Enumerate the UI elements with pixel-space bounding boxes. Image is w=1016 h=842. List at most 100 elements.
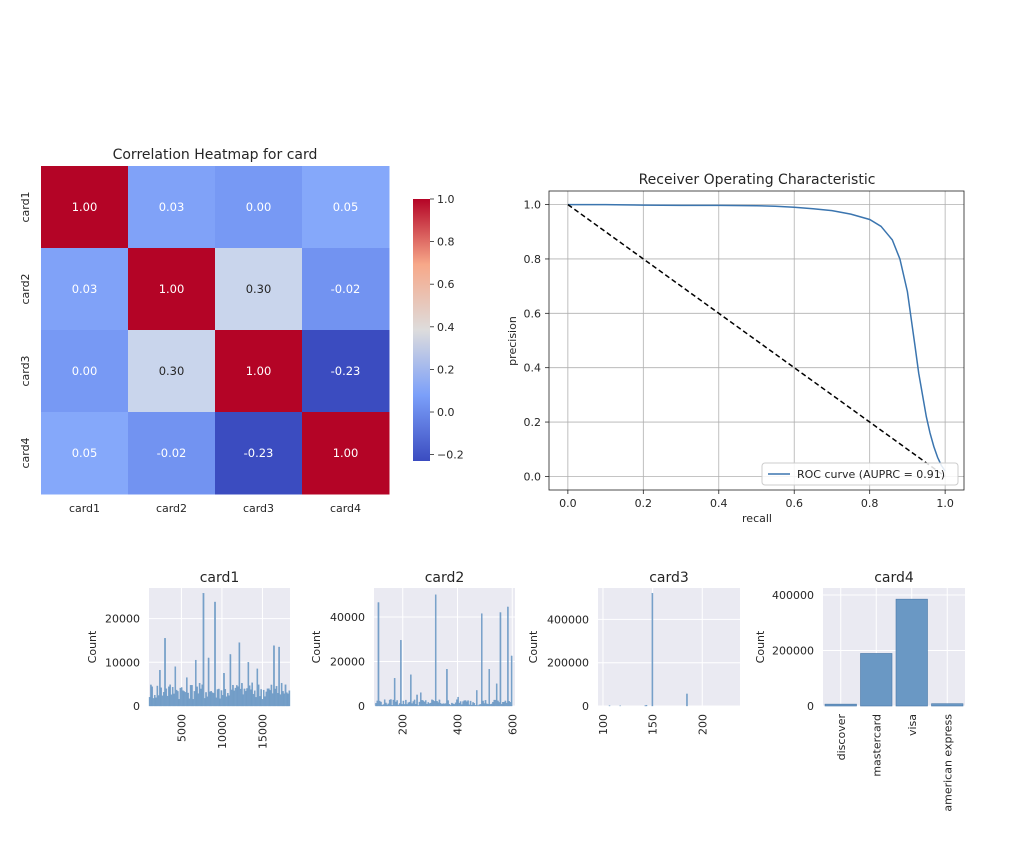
heatmap-cell-label-r1-c2: 0.30: [246, 282, 272, 296]
hist1-bar-62: [228, 695, 230, 707]
hist2-bar-8: [385, 702, 387, 707]
heatmap-cell-r1-c0: [41, 248, 129, 331]
roc-grid: [549, 191, 964, 490]
roc-ytick-label-4: 0.8: [524, 253, 542, 266]
hist3-ytick-label-2: 400000: [547, 613, 589, 626]
hist2-bar-33: [416, 694, 418, 707]
colorbar-bar: [413, 199, 430, 461]
hist2-bar-43: [428, 703, 431, 707]
hist1-bar-25: [180, 687, 183, 707]
hist2-xtick-label-1: 400: [452, 714, 465, 735]
hist4-ytick-label-1: 200000: [772, 644, 814, 657]
hist1-ytick-label-0: 0: [133, 700, 140, 713]
heatmap-cell-r0-c1: [128, 166, 216, 249]
hist4-plot-background: [823, 588, 965, 706]
hist1-bar-64: [230, 689, 233, 707]
heatmap-cells: 1.00 0.03 0.00 0.05 0.03 1.00 0.30 -0.02 0.00 0.3…: [41, 166, 390, 495]
hist1-bar-94: [269, 690, 271, 707]
hist2-bar-15: [393, 678, 396, 707]
hist3-bar-36: [645, 704, 648, 707]
heatmap-cell-r3-c1: [128, 412, 216, 495]
bar-chart-card4: 0 200000 400000 discover mastercard visa ameri…: [754, 570, 965, 812]
hist1-bar-46: [207, 657, 210, 707]
hist2-bar-38: [422, 700, 425, 707]
hist2-bar-56: [444, 703, 447, 707]
hist1-bar-17: [170, 694, 173, 707]
hist2-bar-10: [387, 703, 390, 707]
colorbar-tick-label-3: 0.4: [437, 321, 455, 334]
hist1-bar-19: [173, 693, 175, 707]
hist2-bar-37: [421, 700, 423, 707]
heatmap-cell-r1-c2: [215, 248, 303, 331]
hist2-bar-40: [424, 700, 427, 707]
heatmap-row-labels: card1 card2 card3 card4: [19, 191, 32, 468]
hist2-bar-108: [509, 702, 512, 707]
roc-ticks: 0.0 0.2 0.4 0.6 0.8 1.0 0.0 0.2 0.4 0.6 0.8 1.0: [524, 199, 954, 510]
hist2-bar-30: [412, 701, 415, 707]
hist2-bar-95: [493, 699, 495, 707]
heatmap-column-label-3: card4: [330, 502, 361, 515]
hist1-bar-0: [148, 697, 151, 707]
hist2-bar-80: [474, 705, 477, 707]
legend-frame: [761, 462, 959, 486]
hist2-bar-67: [458, 702, 461, 707]
hist1-bar-104: [282, 691, 284, 707]
heatmap-cell-r3-c0: [41, 412, 129, 495]
hist2-bar-34: [417, 705, 420, 707]
hist2-bar-55: [443, 703, 446, 707]
hist1-bar-42: [202, 593, 205, 707]
hist1-bar-98: [274, 688, 277, 707]
hist2-bar-42: [427, 702, 430, 707]
hist1-bar-33: [191, 685, 193, 707]
hist1-bar-39: [198, 683, 201, 707]
roc-xtick-label-0: 0.0: [559, 497, 577, 510]
hist1-bar-77: [247, 662, 250, 707]
hist1-bar-76: [246, 688, 248, 707]
hist2-bar-20: [400, 640, 402, 707]
hist1-bar-84: [256, 668, 259, 707]
hist2-bar-62: [452, 703, 454, 707]
roc-xtick-label-2: 0.4: [710, 497, 728, 510]
hist2-bar-59: [448, 704, 451, 707]
hist2-bar-41: [426, 703, 428, 707]
hist1-bar-3: [152, 698, 155, 707]
hist1-bars: [148, 593, 291, 707]
hist2-bar-54: [442, 703, 444, 707]
hist2-bar-35: [418, 701, 421, 707]
hist1-bar-52: [215, 697, 218, 707]
roc-lines: [567, 203, 946, 478]
hist2-bar-84: [479, 704, 482, 707]
hist1-bar-70: [238, 642, 241, 707]
hist1-bar-6: [156, 685, 159, 707]
bar4-bar-2: [895, 598, 928, 707]
hist1-bar-14: [166, 695, 169, 707]
hist1-bar-22: [177, 691, 179, 707]
hist1-bar-85: [257, 684, 260, 707]
roc-xlabel: recall: [742, 512, 772, 525]
heatmap-cell-r2-c1: [128, 330, 216, 413]
hist1-bar-18: [171, 687, 174, 707]
hist2-xtick-label-0: 200: [397, 714, 410, 735]
hist1-bar-54: [218, 688, 220, 707]
hist2-bar-75: [468, 704, 471, 707]
colorbar-tick-label-4: 0.2: [437, 363, 455, 376]
hist3-xtick-label-2: 200: [696, 714, 709, 735]
hist1-bar-67: [234, 687, 237, 707]
heatmap-cell-r2-c3: [302, 330, 390, 413]
hist1-bar-10: [161, 695, 164, 707]
hist2-bar-52: [439, 703, 442, 707]
hist2-bar-4: [380, 701, 382, 707]
hist2-bar-72: [464, 700, 467, 707]
hist2-bar-70: [462, 701, 464, 707]
hist1-bar-106: [284, 684, 287, 707]
hist1-bar-40: [200, 688, 202, 707]
hist2-bar-92: [489, 704, 492, 707]
roc-ytick-label-5: 1.0: [524, 199, 542, 212]
hist2-bar-65: [456, 699, 458, 707]
hist1-bar-89: [262, 689, 265, 707]
hist2-bar-69: [461, 704, 463, 707]
hist2-ytick-label-2: 40000: [330, 611, 365, 624]
colorbar-tick-label-5: 0.0: [437, 406, 455, 419]
colorbar-tick-label-0: 1.0: [437, 193, 455, 206]
hist3-bars: [608, 593, 688, 707]
